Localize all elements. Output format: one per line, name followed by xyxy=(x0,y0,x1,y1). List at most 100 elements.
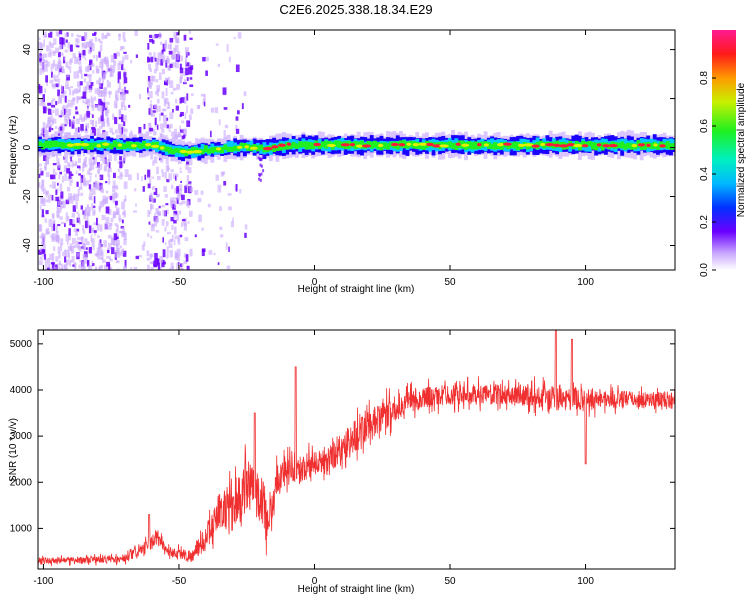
spectrogram-noise-cell xyxy=(179,129,184,133)
spectrogram-noise-cell xyxy=(96,128,101,137)
spectrogram-noise-cell xyxy=(116,224,119,232)
spectrogram-noise-cell xyxy=(57,263,61,266)
spectrogram-noise-cell xyxy=(155,62,159,71)
spectrogram-noise-cell xyxy=(150,75,154,82)
spectrogram-noise-cell xyxy=(159,266,162,270)
spectrogram-noise-cell xyxy=(68,119,71,127)
spectrogram-noise-cell xyxy=(165,60,168,68)
spectrogram-noise-cell xyxy=(101,59,104,67)
spectrogram-noise-cell xyxy=(100,111,103,117)
spectrogram-noise-cell xyxy=(123,128,128,133)
spectrogram-noise-cell xyxy=(72,219,75,225)
spectrogram-noise-cell xyxy=(91,105,95,111)
spectrogram-noise-cell xyxy=(208,250,213,255)
spectrogram-noise-cell xyxy=(89,192,93,201)
spectrogram-noise-cell xyxy=(45,75,49,83)
spectrogram-noise-cell xyxy=(110,64,112,70)
spectrogram-noise-cell xyxy=(121,46,125,50)
spectrogram-peak-cell xyxy=(236,145,243,149)
spectrogram-noise-cell xyxy=(122,265,126,270)
spectrogram-noise-cell xyxy=(106,255,110,259)
spectrogram-ridge-cell xyxy=(220,146,225,154)
spectrogram-noise-cell xyxy=(82,49,86,56)
spectrogram-noise-cell xyxy=(147,76,151,82)
spectrogram-noise-cell xyxy=(149,38,153,43)
spectrogram-noise-cell xyxy=(52,98,56,102)
spectrogram-noise-cell xyxy=(126,152,131,157)
spectrogram-noise-cell xyxy=(186,105,188,113)
spectrogram-noise-cell xyxy=(89,112,92,115)
spectrogram-noise-cell xyxy=(119,46,123,51)
spectrogram-noise-cell xyxy=(88,64,91,69)
spectrogram-noise-cell xyxy=(78,84,81,92)
spectrogram-noise-cell xyxy=(160,53,164,59)
spectrogram-noise-cell xyxy=(86,213,89,221)
spectrogram-noise-cell xyxy=(111,192,115,199)
spectrogram-noise-cell xyxy=(76,118,80,124)
spectrogram-noise-cell xyxy=(87,204,89,210)
spectrogram-noise-cell xyxy=(100,58,103,64)
spectrogram-noise-cell xyxy=(57,207,62,213)
spectrogram-noise-cell xyxy=(74,160,78,166)
spectrogram-noise-cell xyxy=(88,49,92,55)
spectrogram-noise-cell xyxy=(57,89,60,97)
spectrogram-noise-cell xyxy=(164,242,167,246)
spectrogram-noise-cell xyxy=(45,210,49,215)
spectrogram-noise-cell xyxy=(81,42,86,49)
spectrogram-noise-cell xyxy=(65,199,70,205)
spectrogram-noise-cell xyxy=(96,223,100,231)
spectrogram-noise-cell xyxy=(164,171,167,180)
spectrogram-noise-cell xyxy=(223,181,227,186)
colorbar-ticks: 0.0 0.2 0.4 0.6 0.8 xyxy=(699,71,716,277)
spectrogram-noise-cell xyxy=(108,81,111,88)
spectrogram-noise-cell xyxy=(44,259,48,267)
spectrogram-noise-cell xyxy=(177,235,180,243)
spectrogram-noise-cell xyxy=(78,241,82,245)
spectrogram-noise-cell xyxy=(181,97,185,103)
spectrogram-noise-cell xyxy=(156,258,160,265)
spectrogram-noise-cell xyxy=(73,194,76,200)
spectrogram-noise-cell xyxy=(175,173,179,178)
spectrogram-noise-cell xyxy=(186,120,191,127)
spectrogram-noise-cell xyxy=(87,206,91,212)
spectrogram-noise-cell xyxy=(63,156,66,160)
spectrogram-noise-cell xyxy=(105,206,110,214)
spectrogram-noise-cell xyxy=(175,105,180,111)
spectrogram-noise-cell xyxy=(45,126,48,132)
spectrogram-noise-cell xyxy=(165,77,169,81)
spectrogram-peak-cell xyxy=(66,143,75,147)
spectrogram-noise-cell xyxy=(82,153,86,157)
spectrogram-noise-cell xyxy=(84,85,87,92)
spectrogram-noise-cell xyxy=(164,194,168,198)
spectrogram-noise-cell xyxy=(200,93,205,97)
spectrogram-ridge-cell xyxy=(229,146,234,152)
spectrogram-noise-cell xyxy=(111,237,115,245)
spectrogram-noise-cell xyxy=(106,117,110,123)
spectrogram-noise-cell xyxy=(71,255,75,263)
spectrogram-noise-cell xyxy=(112,197,116,204)
spectrogram-ridge-cell xyxy=(99,141,104,149)
spectrogram-noise-cell xyxy=(123,121,126,127)
spectrogram-noise-cell xyxy=(123,158,126,162)
spectrogram-noise-cell xyxy=(103,240,107,248)
spectrogram-noise-cell xyxy=(81,36,86,41)
spectrogram-noise-cell xyxy=(179,125,182,131)
spectrogram-noise-cell xyxy=(162,210,166,216)
spectrogram-noise-cell xyxy=(117,87,121,94)
spectrogram-noise-cell xyxy=(52,50,56,54)
spectrogram-noise-cell xyxy=(150,111,154,116)
spectrogram-noise-cell xyxy=(90,95,93,102)
spectrogram-noise-cell xyxy=(85,42,88,49)
spectrogram-noise-cell xyxy=(153,191,156,195)
spectrogram-noise-cell xyxy=(118,34,121,37)
spectrogram-noise-cell xyxy=(105,216,110,224)
spectrogram-noise-cell xyxy=(83,183,88,187)
spectrogram-noise-cell xyxy=(58,45,63,50)
spectrogram-peak-cell xyxy=(418,142,428,146)
spectrogram-noise-cell xyxy=(38,37,41,41)
spectrogram-noise-cell xyxy=(92,70,95,74)
spectrogram-noise-cell xyxy=(90,100,94,108)
spectrogram-noise-cell xyxy=(107,234,112,239)
spectrogram-ridge-cell xyxy=(470,142,475,150)
spectrogram-noise-cell xyxy=(42,58,46,66)
